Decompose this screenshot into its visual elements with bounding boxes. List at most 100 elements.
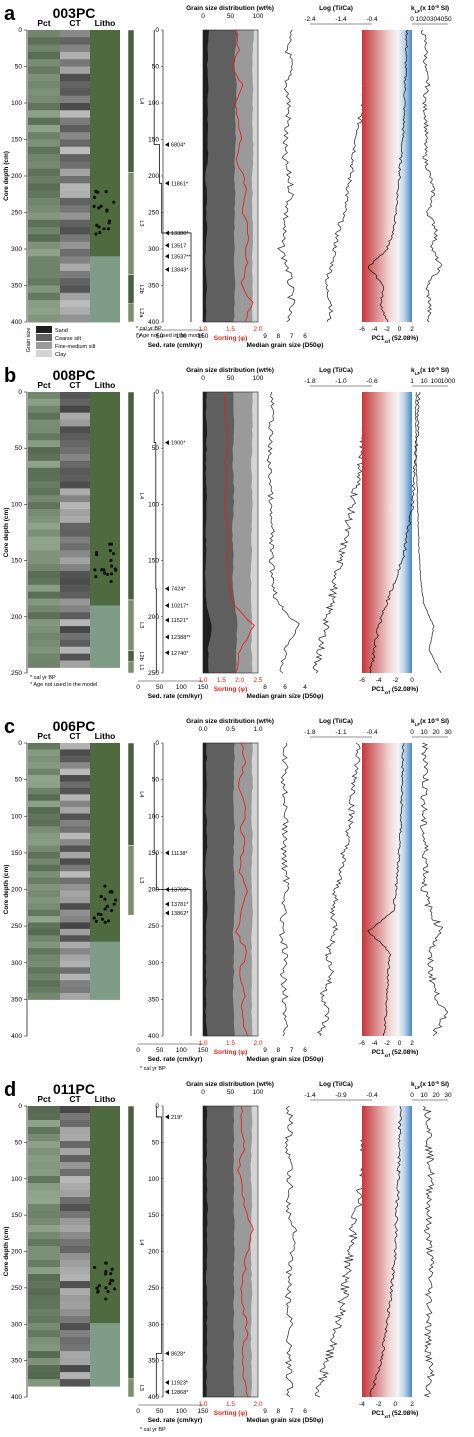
ct-scan-segment [60, 954, 90, 962]
age-label: 13843* [171, 267, 189, 273]
median-tick-label: 7 [290, 333, 294, 340]
litho-clast [92, 204, 96, 208]
legend-item: Fine-medium silt [55, 344, 96, 350]
core-photo-segment [28, 168, 60, 177]
core-photo-segment [28, 1183, 60, 1191]
core-photo-segment [28, 447, 60, 455]
litho-clast [112, 902, 116, 906]
pc1-axis-label-part: PC1 [372, 686, 385, 693]
litho-clast [94, 189, 98, 194]
ti-ca-tick-label: -0.4 [366, 1092, 378, 1099]
core-photo-segment [28, 1295, 60, 1303]
kappa-line [422, 1105, 436, 1398]
core-photo-segment [28, 314, 60, 323]
age-marker [165, 650, 169, 656]
coarse-silt-area [203, 30, 238, 322]
litho-segment [90, 509, 120, 517]
depth-tick-label: 100 [11, 1176, 22, 1183]
litho-segment [90, 800, 120, 808]
depth-tick-label: 100 [11, 100, 22, 107]
age-label: 12740* [171, 651, 189, 657]
depth-axis-label: Core depth (cm) [3, 508, 10, 558]
litho-segment [90, 212, 120, 221]
core-photo-segment [28, 1351, 60, 1359]
litho-segment [90, 256, 120, 265]
litho-segment [90, 639, 120, 648]
core-photo-segment [28, 467, 60, 476]
core-photo-segment [28, 1267, 60, 1275]
ct-scan-segment [60, 781, 90, 789]
core-photo-segment [28, 529, 60, 538]
litho-segment [90, 781, 120, 789]
litho-segment [90, 37, 120, 46]
core-photo-segment [28, 1330, 60, 1338]
sed-depth-tick-label: 100 [148, 501, 159, 508]
sorting-axis-label: Sorting (φ) [214, 686, 248, 693]
sed-rate-axis-label: Sed. rate (cm/kyr) [148, 693, 203, 700]
ct-scan-segment [60, 1344, 90, 1352]
litho-clast [92, 1265, 97, 1270]
grain-tick-label: 50 [227, 1089, 235, 1096]
core-photo-segment [28, 598, 60, 606]
grain-size-header: Grain size distribution (wt%) [186, 5, 274, 12]
core-photo-segment [28, 81, 60, 89]
pc1-axis-label-part: xrf [384, 690, 390, 695]
core-photo-segment [28, 95, 60, 104]
kappa-tick-label: 10 [420, 378, 428, 385]
litho-segment [90, 839, 120, 847]
ct-scan-segment [60, 1295, 90, 1303]
sed-rate-tick-label: 0 [136, 1408, 140, 1415]
age-label: 11521* [171, 618, 189, 624]
litho-segment [90, 205, 120, 213]
sand-area [203, 1106, 208, 1397]
sed-rate-tick-label: 100 [176, 1047, 187, 1054]
age-marker [165, 1350, 169, 1356]
pc1-tick-label: -4 [372, 326, 378, 333]
sed-depth-tick-label: 100 [148, 100, 159, 107]
litho-clast [102, 571, 107, 575]
pc1-axis-label: PC1xrf (52.08%) [372, 1049, 419, 1058]
litho-segment [90, 960, 120, 968]
core-photo-segment [28, 1225, 60, 1233]
ct-scan-segment [60, 948, 90, 956]
kappa-header-part: k [411, 5, 415, 12]
sed-depth-tick-label: 250 [148, 1285, 159, 1292]
core-photo-segment [28, 807, 60, 815]
core-photo-segment [28, 954, 60, 962]
ct-scan-segment [60, 743, 90, 750]
depth-tick-label: 350 [11, 996, 22, 1003]
litho-segment [90, 1281, 120, 1289]
core-photo-segment [28, 132, 60, 140]
sed-rate-axis-label: Sed. rate (cm/kyr) [148, 342, 203, 349]
median-tick-label: 4 [303, 684, 307, 691]
core-photo-segment [28, 992, 60, 1000]
ct-scan-segment [60, 884, 90, 891]
litho-segment [90, 1183, 120, 1191]
depth-tick-label: 350 [11, 283, 22, 290]
litho-segment [90, 249, 120, 257]
ct-scan-segment [60, 234, 90, 243]
sed-rate-tick-label: 100 [176, 1408, 187, 1415]
core-photo-segment [28, 819, 60, 827]
core-photo-segment [28, 570, 60, 579]
ti-ca-tick-label: -1.1 [335, 729, 347, 736]
depth-tick-label: 400 [11, 1033, 22, 1040]
median-tick-label: 8 [277, 1408, 281, 1415]
core-photo-segment [28, 980, 60, 988]
ct-scan-segment [60, 1106, 90, 1114]
litho-segment [90, 1316, 120, 1324]
depth-tick-label: 400 [11, 319, 22, 326]
core-photo-segment [28, 146, 60, 155]
ct-scan-segment [60, 1330, 90, 1338]
core-photo-segment [28, 1316, 60, 1324]
sed-depth-tick-label: 300 [148, 960, 159, 967]
ct-scan-segment [60, 249, 90, 257]
pc1-line [367, 742, 405, 1037]
ct-scan-segment [60, 1120, 90, 1128]
kappa-header: kLF(x 10-5 SI) [411, 366, 449, 376]
age-label: 7424* [171, 587, 186, 593]
litho-segment [90, 426, 120, 434]
ct-scan-segment [60, 832, 90, 840]
age-label: 13517 [171, 243, 186, 249]
core-photo-segment [28, 176, 60, 184]
